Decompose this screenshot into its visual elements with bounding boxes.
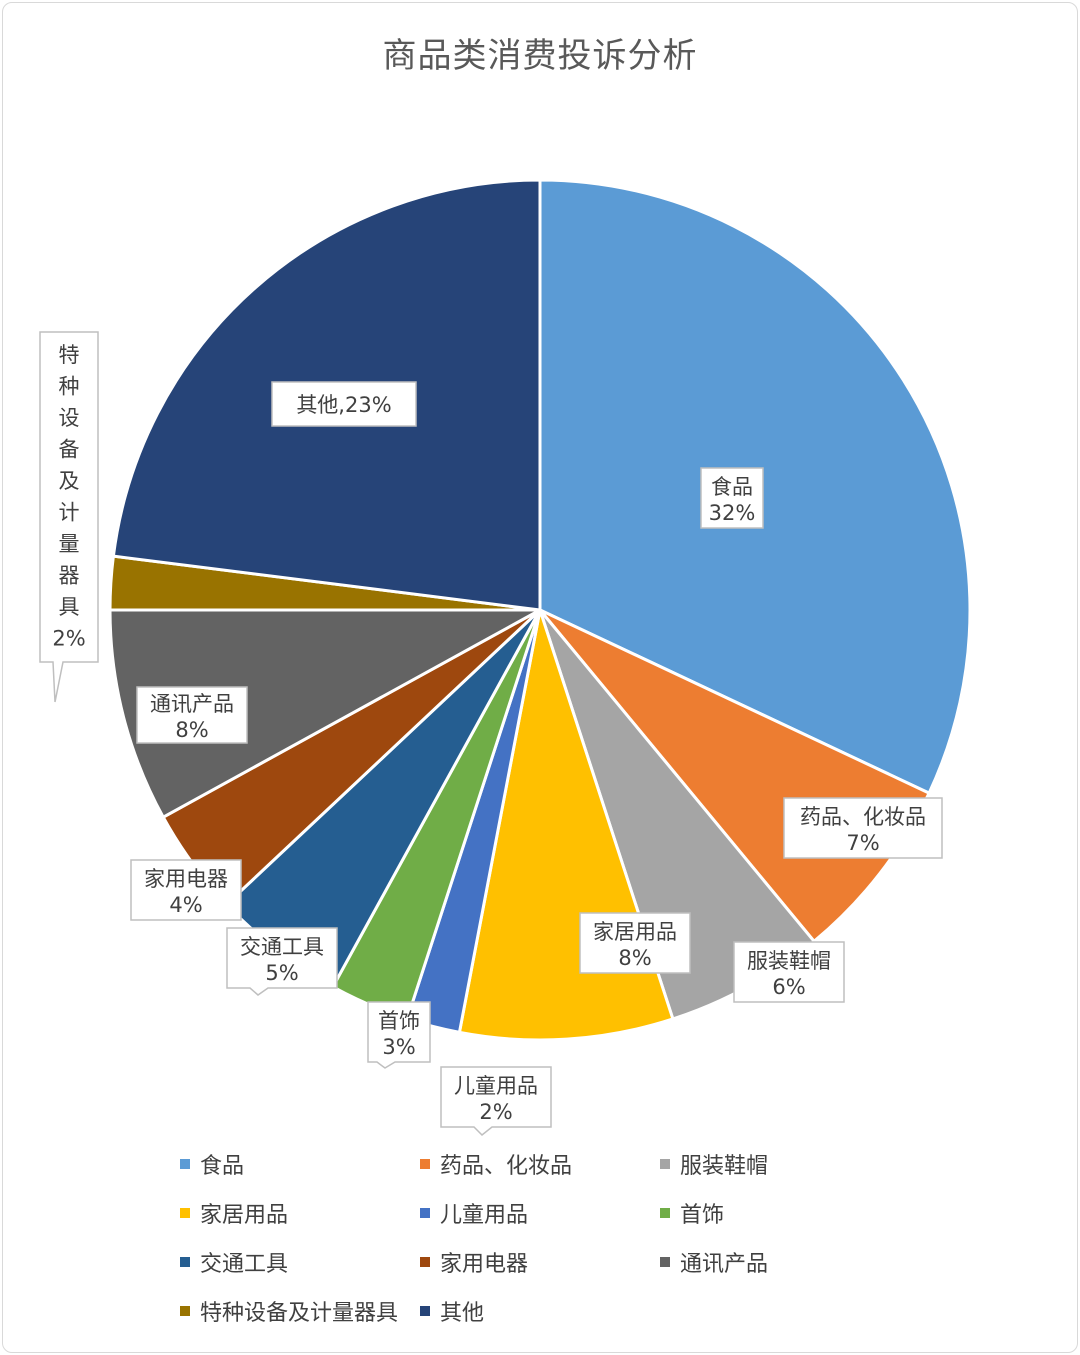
legend-swatch bbox=[660, 1158, 670, 1169]
svg-text:交通工具: 交通工具 bbox=[240, 935, 324, 959]
pie-slice-8 bbox=[108, 608, 541, 820]
data-label-9: 特种设备及计量器具 2% bbox=[39, 331, 99, 703]
legend-swatch bbox=[660, 1256, 670, 1267]
legend-swatch bbox=[180, 1207, 190, 1218]
svg-text:7%: 7% bbox=[846, 831, 879, 855]
svg-text:食品: 食品 bbox=[711, 475, 753, 499]
svg-text:通讯产品: 通讯产品 bbox=[150, 692, 234, 716]
legend-item-0: 食品 bbox=[180, 1150, 420, 1179]
legend-swatch bbox=[420, 1305, 430, 1316]
legend-label: 家居用品 bbox=[200, 1202, 289, 1228]
svg-text:家居用品: 家居用品 bbox=[593, 920, 677, 944]
legend-label: 交通工具 bbox=[200, 1251, 289, 1277]
legend-label: 药品、化妆品 bbox=[440, 1153, 573, 1179]
legend-label: 儿童用品 bbox=[440, 1202, 529, 1228]
svg-text:5%: 5% bbox=[265, 961, 298, 985]
svg-text:特: 特 bbox=[59, 343, 80, 367]
svg-text:首饰: 首饰 bbox=[378, 1009, 420, 1033]
chart-legend: 食品 药品、化妆品 服装鞋帽家居用品 儿童用品 首饰交通工具 家用电器 通讯产品特种设备及计… bbox=[180, 1150, 1060, 1326]
legend-label: 通讯产品 bbox=[680, 1251, 769, 1277]
legend-item-9: 特种设备及计量器具 bbox=[180, 1297, 420, 1326]
svg-text:服装鞋帽: 服装鞋帽 bbox=[747, 949, 831, 973]
svg-text:药品、化妆品: 药品、化妆品 bbox=[800, 805, 926, 829]
legend-swatch bbox=[420, 1256, 430, 1267]
legend-label: 家用电器 bbox=[440, 1251, 529, 1277]
pie-chart: 食品32%药品、化妆品7%服装鞋帽6%家居用品8%儿童用品2%首饰3%交通工具5… bbox=[39, 178, 972, 1137]
svg-text:2%: 2% bbox=[52, 627, 85, 651]
chart-title: 商品类消费投诉分析 bbox=[382, 36, 698, 76]
legend-label: 特种设备及计量器具 bbox=[200, 1300, 399, 1326]
legend-item-1: 药品、化妆品 bbox=[420, 1150, 660, 1179]
legend-label: 首饰 bbox=[680, 1202, 725, 1228]
data-label-10: 其他,23% bbox=[271, 381, 417, 427]
svg-text:6%: 6% bbox=[772, 975, 805, 999]
legend-swatch bbox=[420, 1158, 430, 1169]
legend-label: 食品 bbox=[200, 1153, 245, 1179]
svg-text:4%: 4% bbox=[169, 893, 202, 917]
legend-swatch bbox=[180, 1158, 190, 1169]
legend-item-6: 交通工具 bbox=[180, 1248, 420, 1277]
data-label-5: 首饰3% bbox=[367, 1001, 431, 1069]
svg-text:及: 及 bbox=[59, 469, 80, 493]
legend-swatch bbox=[660, 1207, 670, 1218]
svg-text:其他,23%: 其他,23% bbox=[296, 393, 391, 417]
svg-text:2%: 2% bbox=[479, 1100, 512, 1124]
svg-text:量: 量 bbox=[59, 532, 80, 556]
legend-item-4: 儿童用品 bbox=[420, 1199, 660, 1228]
svg-text:具: 具 bbox=[59, 595, 80, 619]
legend-swatch bbox=[420, 1207, 430, 1218]
legend-label: 服装鞋帽 bbox=[680, 1153, 769, 1179]
svg-text:计: 计 bbox=[59, 501, 80, 525]
legend-swatch bbox=[180, 1256, 190, 1267]
legend-item-10: 其他 bbox=[420, 1297, 660, 1326]
svg-text:设: 设 bbox=[59, 406, 80, 430]
legend-swatch bbox=[180, 1305, 190, 1316]
svg-text:种: 种 bbox=[59, 375, 80, 399]
svg-text:备: 备 bbox=[59, 438, 80, 462]
legend-item-5: 首饰 bbox=[660, 1199, 900, 1228]
legend-item-2: 服装鞋帽 bbox=[660, 1150, 900, 1179]
svg-text:器: 器 bbox=[59, 564, 80, 588]
legend-item-3: 家居用品 bbox=[180, 1199, 420, 1228]
svg-text:32%: 32% bbox=[709, 501, 756, 525]
svg-text:8%: 8% bbox=[175, 718, 208, 742]
legend-label: 其他 bbox=[440, 1300, 485, 1326]
svg-text:3%: 3% bbox=[382, 1035, 415, 1059]
svg-text:儿童用品: 儿童用品 bbox=[454, 1074, 538, 1098]
legend-item-8: 通讯产品 bbox=[660, 1248, 900, 1277]
svg-text:家用电器: 家用电器 bbox=[144, 867, 228, 891]
svg-text:8%: 8% bbox=[618, 946, 651, 970]
legend-item-7: 家用电器 bbox=[420, 1248, 660, 1277]
